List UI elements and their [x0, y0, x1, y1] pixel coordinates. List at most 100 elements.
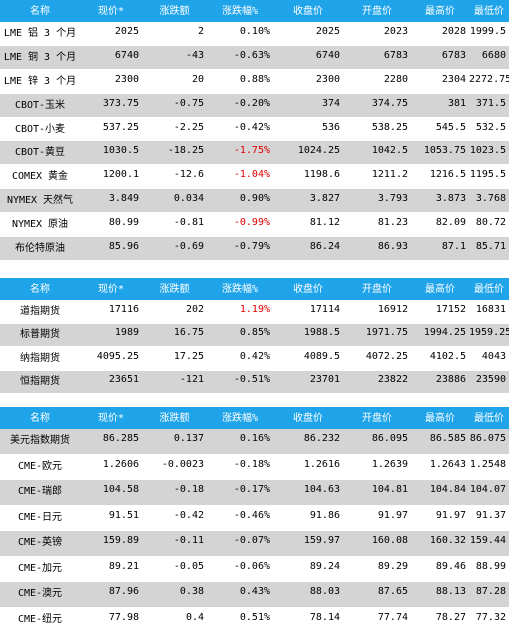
cell-price: 1.2606 — [80, 459, 142, 470]
cell-change-pct: -1.04% — [207, 169, 273, 180]
cell-change: 0.034 — [142, 193, 207, 204]
cell-low: 86.075 — [469, 433, 509, 444]
cell-close: 374 — [273, 98, 343, 109]
cell-close: 2300 — [273, 74, 343, 85]
cell-change: 0.4 — [142, 612, 207, 623]
cell-low: 3.768 — [469, 193, 509, 204]
cell-close: 17114 — [273, 304, 343, 315]
header-change: 涨跌额 — [142, 409, 207, 424]
header-change: 涨跌额 — [142, 2, 207, 17]
cell-open: 23822 — [343, 374, 411, 385]
cell-change-pct: -0.42% — [207, 122, 273, 133]
header-name: 名称 — [0, 2, 80, 17]
cell-name: LME 铝 3 个月 — [0, 24, 80, 39]
cell-high: 88.13 — [411, 586, 469, 597]
cell-change: -12.6 — [142, 169, 207, 180]
cell-price: 87.96 — [80, 586, 142, 597]
header-name: 名称 — [0, 409, 80, 424]
cell-close: 4089.5 — [273, 351, 343, 362]
cell-close: 1024.25 — [273, 145, 343, 156]
cell-close: 23701 — [273, 374, 343, 385]
cell-low: 91.37 — [469, 510, 509, 521]
header-low: 最低价 — [469, 409, 509, 424]
cell-name: CBOT-小麦 — [0, 120, 80, 135]
cell-price: 89.21 — [80, 561, 142, 572]
cell-high: 6783 — [411, 50, 469, 61]
cell-change-pct: -0.79% — [207, 241, 273, 252]
cell-change-pct: -0.06% — [207, 561, 273, 572]
cell-price: 537.25 — [80, 122, 142, 133]
cell-name: 道指期货 — [0, 302, 80, 317]
header-open: 开盘价 — [343, 409, 411, 424]
cell-high: 4102.5 — [411, 351, 469, 362]
cell-name: 美元指数期货 — [0, 431, 80, 446]
cell-change-pct: 0.90% — [207, 193, 273, 204]
cell-change: 202 — [142, 304, 207, 315]
cell-low: 104.07 — [469, 484, 509, 495]
cell-change: -0.75 — [142, 98, 207, 109]
cell-price: 17116 — [80, 304, 142, 315]
cell-high: 78.27 — [411, 612, 469, 623]
cell-low: 16831 — [469, 304, 509, 315]
header-high: 最高价 — [411, 2, 469, 17]
cell-close: 89.24 — [273, 561, 343, 572]
cell-high: 2028 — [411, 26, 469, 37]
cell-low: 80.72 — [469, 217, 509, 228]
cell-price: 6740 — [80, 50, 142, 61]
header-low: 最低价 — [469, 2, 509, 17]
cell-open: 1211.2 — [343, 169, 411, 180]
cell-name: CME-纽元 — [0, 610, 80, 625]
cell-open: 1042.5 — [343, 145, 411, 156]
cell-close: 1988.5 — [273, 327, 343, 338]
cell-high: 3.873 — [411, 193, 469, 204]
cell-low: 1999.5 — [469, 26, 509, 37]
cell-name: COMEX 黄金 — [0, 167, 80, 182]
cell-low: 2272.75 — [469, 74, 509, 85]
cell-close: 86.232 — [273, 433, 343, 444]
cell-low: 23590 — [469, 374, 509, 385]
header-name: 名称 — [0, 280, 80, 295]
cell-low: 1.2548 — [469, 459, 509, 470]
cell-high: 87.1 — [411, 241, 469, 252]
header-close: 收盘价 — [273, 2, 343, 17]
cell-price: 85.96 — [80, 241, 142, 252]
cell-name: LME 锌 3 个月 — [0, 72, 80, 87]
cell-high: 17152 — [411, 304, 469, 315]
cell-price: 91.51 — [80, 510, 142, 521]
cell-price: 3.849 — [80, 193, 142, 204]
cell-close: 104.63 — [273, 484, 343, 495]
cell-high: 23886 — [411, 374, 469, 385]
cell-price: 104.58 — [80, 484, 142, 495]
cell-change: 0.38 — [142, 586, 207, 597]
cell-name: CME-澳元 — [0, 584, 80, 599]
cell-open: 86.93 — [343, 241, 411, 252]
cell-open: 374.75 — [343, 98, 411, 109]
cell-close: 3.827 — [273, 193, 343, 204]
table-header: 名称现价*涨跌额涨跌幅%收盘价开盘价最高价最低价 — [0, 278, 509, 300]
cell-name: 布伦特原油 — [0, 239, 80, 254]
cell-change-pct: -0.07% — [207, 535, 273, 546]
cell-high: 1216.5 — [411, 169, 469, 180]
cell-open: 160.08 — [343, 535, 411, 546]
cell-open: 86.095 — [343, 433, 411, 444]
cell-change-pct: -0.18% — [207, 459, 273, 470]
cell-change-pct: 0.42% — [207, 351, 273, 362]
header-open: 开盘价 — [343, 2, 411, 17]
cell-high: 381 — [411, 98, 469, 109]
cell-change: -0.11 — [142, 535, 207, 546]
cell-price: 23651 — [80, 374, 142, 385]
cell-open: 4072.25 — [343, 351, 411, 362]
cell-change: -121 — [142, 374, 207, 385]
cell-close: 6740 — [273, 50, 343, 61]
header-price: 现价* — [80, 409, 142, 424]
header-change: 涨跌额 — [142, 280, 207, 295]
